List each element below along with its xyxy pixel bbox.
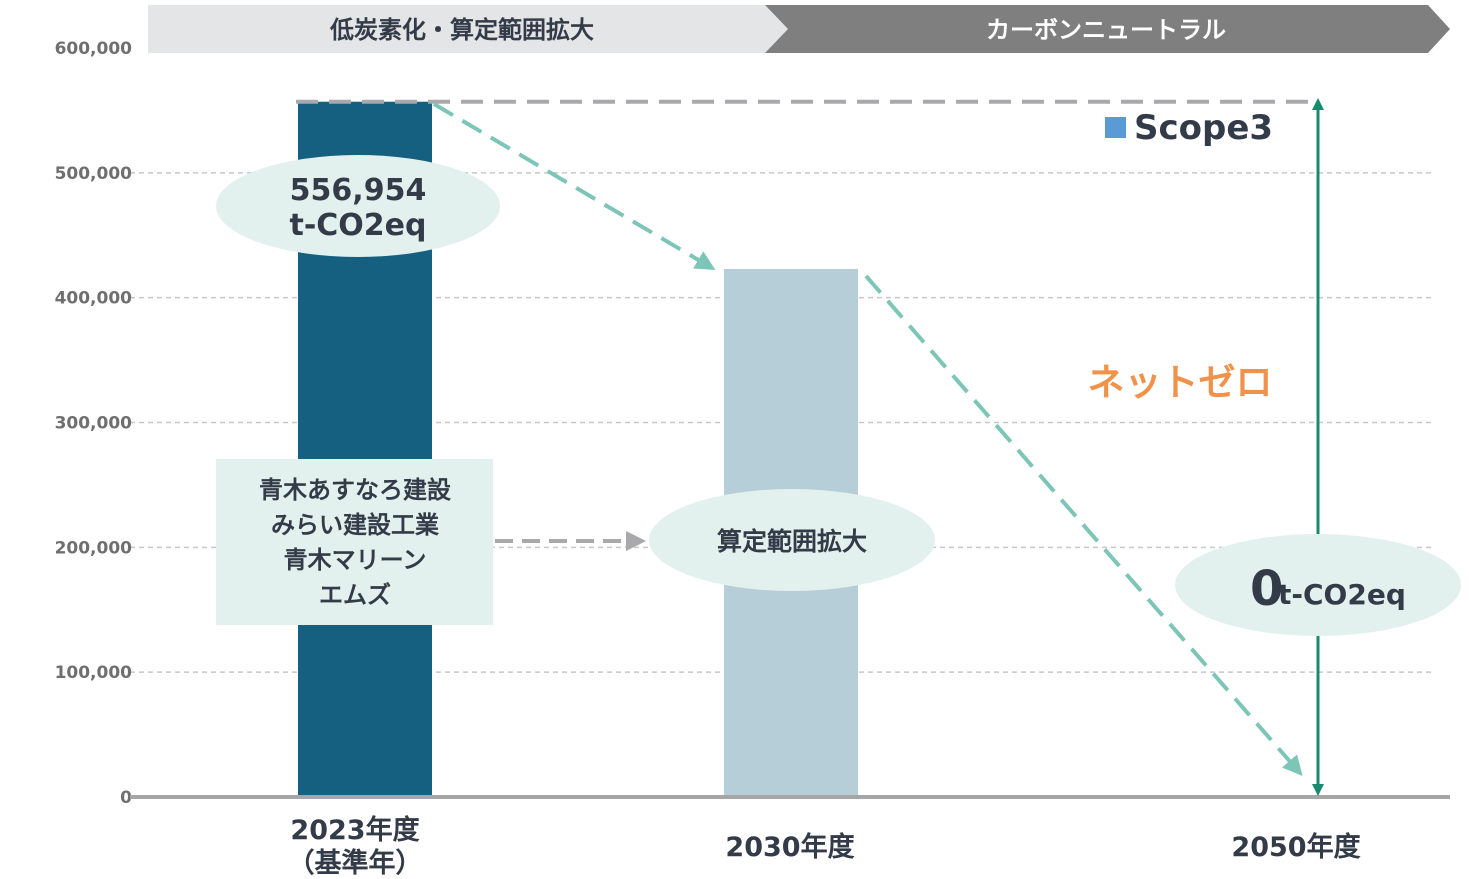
y-tick-label: 0 — [120, 788, 132, 808]
x-tick-label: 2030年度 — [725, 831, 854, 863]
y-tick-label: 300,000 — [55, 414, 133, 434]
company-name: 青木あすなろ建設 — [259, 476, 452, 504]
company-name: みらい建設工業 — [271, 511, 439, 539]
zero-emissions-callout — [1175, 534, 1461, 636]
y-tick-label: 400,000 — [55, 289, 133, 309]
zero-unit: t-CO2eq — [1278, 578, 1406, 611]
x-tick-label: 2023年度 — [290, 814, 419, 846]
trend-arrow-2023-2030 — [432, 102, 716, 271]
x-tick-label: 2050年度 — [1231, 831, 1360, 863]
company-name: エムズ — [319, 581, 391, 609]
phase-2-banner — [765, 5, 1450, 53]
y-tick-label: 100,000 — [55, 663, 133, 683]
trend-arrow-2030-2050 — [864, 274, 1303, 777]
y-tick-label: 600,000 — [55, 39, 133, 59]
phase-1-banner — [148, 5, 788, 53]
scope-expansion-callout — [649, 489, 935, 591]
y-axis: 0 100,000 200,000 300,000 400,000 500,000 600,… — [55, 39, 133, 808]
base-value-unit: t-CO2eq — [289, 208, 426, 243]
legend-label: Scope3 — [1134, 108, 1273, 148]
legend-swatch — [1105, 117, 1126, 138]
base-value-number: 556,954 — [290, 173, 427, 208]
y-tick-label: 500,000 — [55, 164, 133, 184]
x-tick-note: （基準年） — [288, 847, 423, 879]
y-tick-label: 200,000 — [55, 538, 133, 558]
net-zero-label: ネットゼロ — [1088, 361, 1273, 404]
company-name: 青木マリーン — [284, 546, 427, 574]
scope-expansion-label: 算定範囲拡大 — [717, 527, 867, 556]
companies-box — [216, 459, 493, 625]
base-value-callout — [216, 155, 500, 257]
phase-1-label: 低炭素化・算定範囲拡大 — [329, 16, 594, 44]
phase-2-label: カーボンニュートラル — [986, 16, 1226, 44]
zero-value: 0 — [1250, 561, 1283, 617]
